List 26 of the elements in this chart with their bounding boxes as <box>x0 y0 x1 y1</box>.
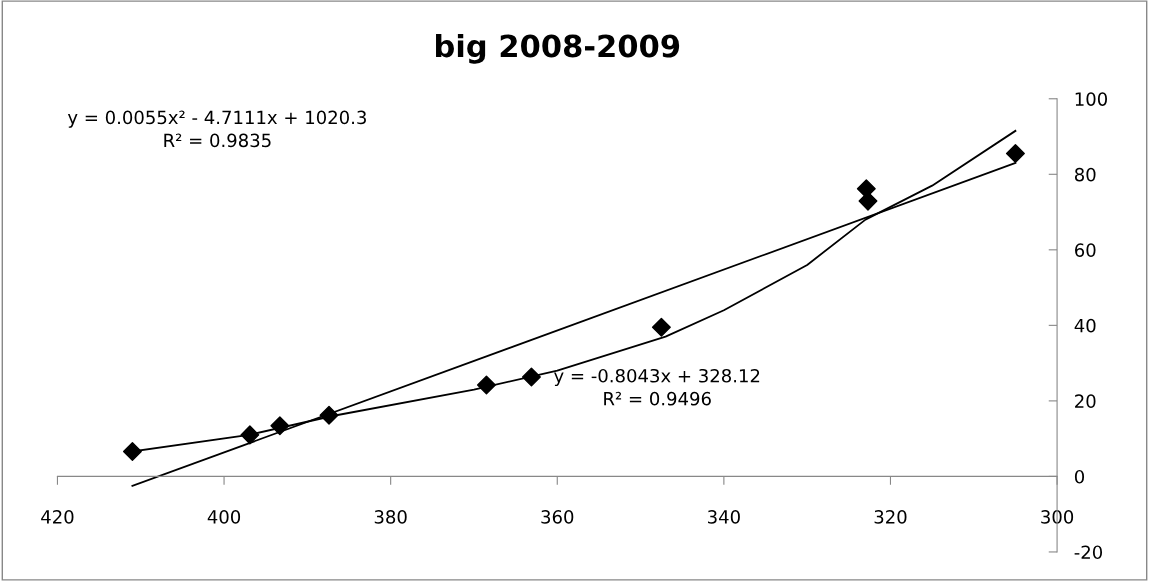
y-tick-label: 40 <box>1074 318 1096 333</box>
point <box>240 425 260 445</box>
x-tick-label: 380 <box>374 510 407 524</box>
x-tick-label: 340 <box>708 510 740 524</box>
x-tick-label: 360 <box>541 510 574 524</box>
y-tick-label: -20 <box>1074 545 1103 560</box>
x-tick-label: 400 <box>207 510 241 524</box>
x-tick-label: 320 <box>874 510 907 524</box>
y-tick-label: 60 <box>1075 243 1096 257</box>
y-tick-label: 100 <box>1075 92 1108 106</box>
y-tick-label: 20 <box>1075 394 1096 409</box>
x-tick-label: 420 <box>41 510 74 524</box>
point <box>1005 144 1025 164</box>
y-tick-label: 0 <box>1074 469 1085 484</box>
point <box>122 442 142 461</box>
point <box>270 416 290 436</box>
chart-title: big 2008-2009 <box>436 33 680 64</box>
y-tick-label: 80 <box>1074 167 1096 182</box>
point <box>858 191 878 211</box>
annotation: y = 0.0055x² - 4.7111x + 1020.3 R² = 0.9835 <box>67 110 366 148</box>
point <box>319 405 339 425</box>
point <box>651 317 671 337</box>
annotation: y = -0.8043x + 328.12 R² = 0.9496 <box>554 368 760 406</box>
point <box>476 375 496 395</box>
x-tick-label: 300 <box>1041 510 1074 524</box>
point <box>521 367 541 387</box>
